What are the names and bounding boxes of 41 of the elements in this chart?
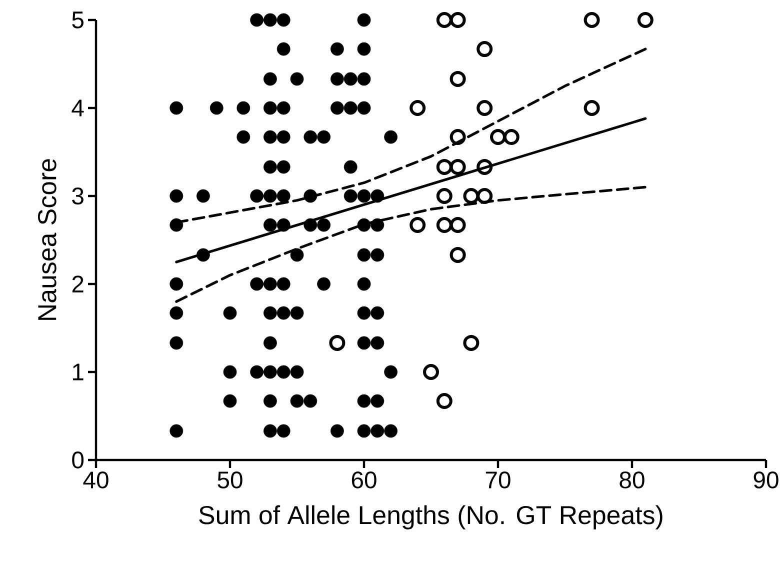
point: [450, 70, 466, 87]
x-tick-label: 60: [352, 472, 376, 488]
x-axis-title: Sum of Allele Lengths (No. GT Repeats): [199, 505, 662, 530]
point: [450, 158, 466, 175]
point: [410, 217, 426, 234]
point: [436, 217, 452, 234]
y-tick-label: 1: [73, 364, 84, 380]
line-series: [175, 186, 647, 303]
x-tick-label: 90: [754, 472, 778, 488]
point: [584, 12, 600, 28]
y-tick-label: 2: [72, 276, 84, 292]
y-axis-title: Nausea Score: [38, 159, 56, 320]
point: [436, 393, 452, 410]
x-tick-label: 40: [83, 472, 108, 488]
y-tick-label: 3: [72, 188, 84, 204]
point: [584, 100, 600, 116]
y-tick-label: 5: [72, 12, 84, 28]
x-tick-label: 70: [486, 472, 510, 488]
point: [490, 129, 506, 146]
point: [436, 12, 452, 28]
y-tick-label: 4: [72, 100, 84, 116]
point: [476, 158, 493, 175]
point: [450, 246, 466, 263]
point: [410, 100, 426, 116]
point: [436, 188, 452, 204]
point: [463, 188, 480, 204]
point: [476, 188, 493, 204]
point: [476, 100, 493, 116]
point: [436, 158, 452, 175]
point: [329, 334, 346, 351]
point: [476, 41, 493, 58]
y-tick-label: 0: [72, 452, 84, 468]
point: [503, 129, 520, 146]
point: [450, 12, 466, 28]
x-tick-label: 80: [620, 472, 644, 488]
point: [450, 129, 466, 146]
point: [637, 12, 654, 28]
point: [450, 217, 466, 234]
point: [423, 364, 440, 380]
point: [463, 334, 480, 351]
x-tick-label: 50: [218, 472, 242, 488]
